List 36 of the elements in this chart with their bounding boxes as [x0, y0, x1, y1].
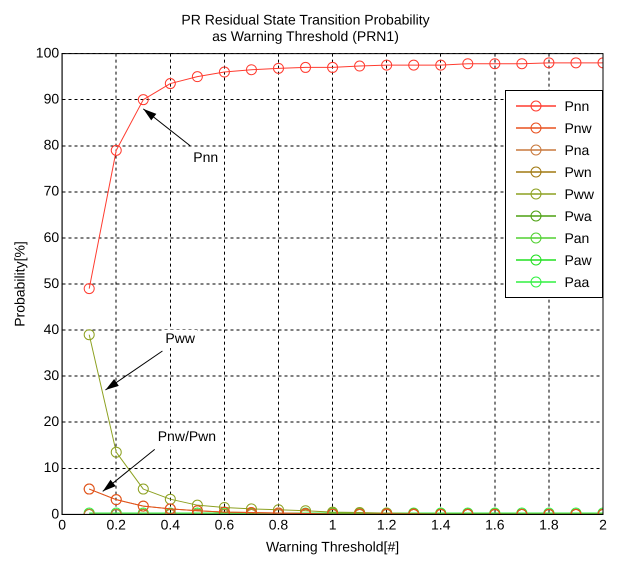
legend-label: Pwn	[564, 164, 592, 180]
y-tick-label: 10	[44, 459, 60, 476]
x-axis-title: Warning Threshold[#]	[266, 538, 400, 554]
y-tick-label: 70	[44, 182, 60, 199]
y-tick-label: 20	[44, 413, 60, 430]
x-tick-label: 1.8	[539, 516, 559, 533]
legend-label: Paa	[564, 274, 590, 290]
y-tick-label: 80	[44, 136, 60, 153]
legend-label: Pna	[564, 142, 590, 158]
annotation: Pww	[165, 330, 196, 346]
y-tick-label: 40	[44, 320, 60, 337]
x-tick-label: 2	[599, 516, 608, 533]
y-tick-label: 60	[44, 228, 60, 245]
y-tick-label: 50	[44, 274, 60, 291]
annotation: Pnn	[193, 148, 218, 165]
y-tick-label: 90	[44, 90, 60, 107]
y-tick-label: 30	[44, 367, 60, 384]
legend-label: Pww	[564, 186, 594, 202]
legend-label: Paw	[564, 252, 592, 268]
x-tick-label: 1.2	[376, 516, 397, 533]
legend-label: Pwa	[564, 208, 592, 224]
x-tick-label: 0.8	[268, 516, 288, 533]
x-tick-label: 1.6	[485, 516, 505, 533]
x-tick-label: 0.2	[106, 516, 126, 533]
x-tick-label: 1.4	[431, 516, 451, 533]
legend-label: Pnw	[564, 120, 592, 136]
legend-label: Pnn	[564, 98, 590, 114]
legend-label: Pan	[564, 230, 590, 246]
x-tick-label: 0.4	[160, 516, 180, 533]
y-axis-title: Probability[%]	[11, 241, 28, 327]
y-tick-label: 100	[36, 44, 60, 60]
x-tick-label: 0.6	[214, 516, 234, 533]
chart-title: PR Residual State Transition Probability as Warning Threshold (PRN1)	[181, 11, 430, 44]
x-tick-label: 1	[328, 516, 337, 533]
annotation: Pnw/Pwn	[158, 428, 216, 444]
y-tick-label: 0	[51, 505, 60, 522]
